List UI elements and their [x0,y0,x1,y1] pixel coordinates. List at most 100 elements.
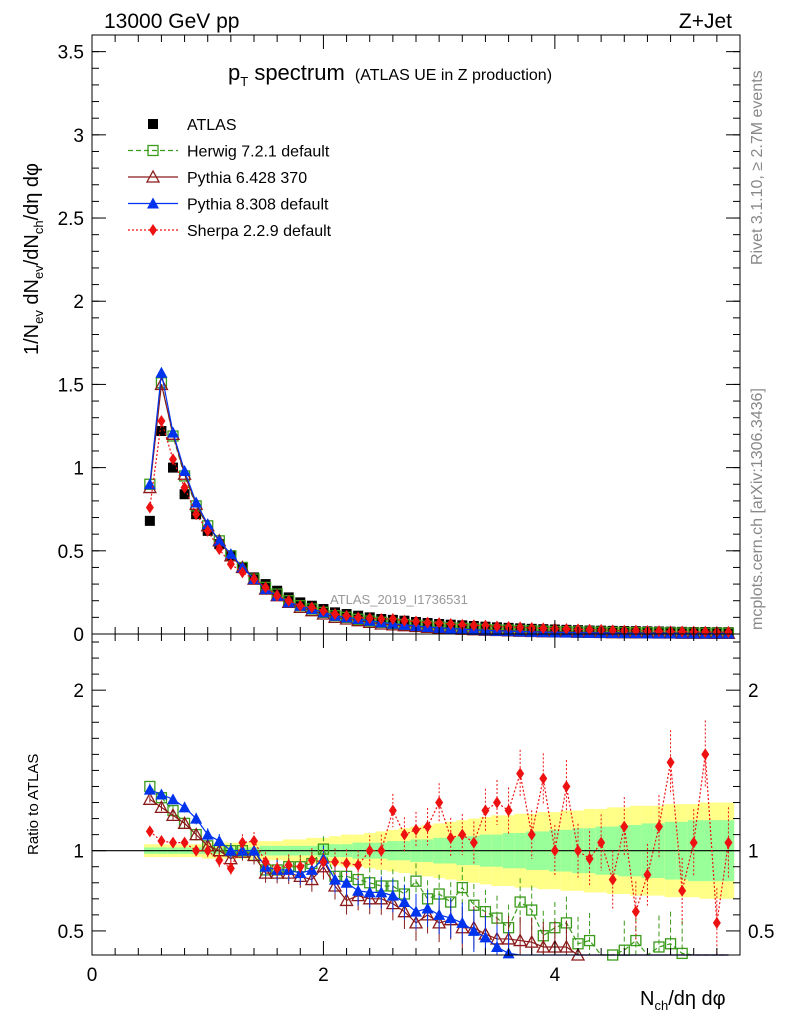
x-tick-label: 0 [87,965,98,986]
ratio-marker-sherpa [620,820,629,833]
marker-sherpa [435,617,444,630]
ratio-marker-sherpa [655,820,663,833]
ratio-marker-pythia8 [398,896,411,908]
ratio-marker-sherpa [585,852,594,865]
ratio-marker-pythia8 [352,884,365,896]
legend-label-atlas: ATLAS [187,117,237,134]
marker-pythia8 [167,426,179,438]
marker-sherpa [331,608,339,621]
ratio-marker-sherpa [643,868,652,881]
ratio-marker-herwig [676,947,688,960]
marker-pythia8 [190,496,203,508]
marker-sherpa [226,558,235,571]
ratio-marker-sherpa [365,844,374,857]
marker-sherpa [608,624,617,637]
marker-pythia8 [155,366,168,378]
ratio-marker-pythia8 [329,873,341,885]
legend: ATLAS Herwig 7.2.1 default Pythia 6.428 37… [128,117,332,240]
ratio-marker-sherpa [678,884,687,897]
y-tick-label-top: 3.5 [58,43,84,64]
ratio-panel-series [142,720,733,961]
y-tick-label-ratio: 2 [73,681,84,702]
y-tick-label-ratio: 0.5 [58,922,84,943]
marker-sherpa [562,623,571,636]
y-tick-label-top: 1 [73,459,84,480]
plot-title: pT spectrum (ATLAS UE in Z production) [228,60,552,89]
ratio-marker-pythia8 [190,812,203,824]
marker-sherpa [701,625,710,638]
ratio-marker-sherpa [377,844,386,857]
ratio-marker-pythia8 [444,912,457,924]
x-tick-label: 2 [318,965,329,986]
marker-atlas [144,515,155,526]
ratio-marker-pythia6 [524,934,539,948]
y-tick-label-ratio-right: 0.5 [748,922,774,943]
ratio-marker-pythia8 [363,886,376,898]
ratio-marker-sherpa [562,780,571,793]
marker-pythia8 [224,548,237,560]
ratio-marker-sherpa [701,748,710,761]
ratio-marker-pythia8 [456,916,469,928]
ratio-marker-sherpa [712,916,721,929]
ratio-marker-herwig [583,934,596,947]
marker-sherpa [284,594,293,607]
ratio-marker-pythia8 [248,844,260,856]
ratio-marker-sherpa [238,836,247,849]
y-axis-label-ratio: Ratio to ATLAS [25,754,42,855]
ratio-marker-sherpa [296,860,305,873]
ratio-marker-sherpa [516,767,525,780]
y-tick-label-top: 2 [73,292,84,313]
mcplots-label: mcplots.cern.ch [arXiv:1306.3436] [749,388,766,630]
legend-marker-atlas [148,119,158,129]
ratio-marker-herwig [456,881,468,894]
marker-sherpa [180,481,189,494]
ratio-marker-pythia8 [467,924,480,936]
ratio-marker-sherpa [331,855,339,868]
ratio-marker-sherpa [261,855,270,868]
x-axis-label: Nch/dη dφ [640,988,726,1013]
y-tick-label-top: 1.5 [58,375,84,396]
legend-label-pythia6: Pythia 6.428 370 [187,170,307,187]
y-tick-label-top: 0 [73,625,84,646]
marker-sherpa [388,613,397,626]
ratio-marker-sherpa [527,828,536,841]
ratio-marker-sherpa [169,836,177,849]
ratio-marker-sherpa [493,796,501,809]
y-axis-label-top: 1/Nev dNev/dNch/dη dφ [21,163,46,355]
marker-sherpa [354,611,363,624]
legend-label-herwig: Herwig 7.2.1 default [187,144,330,161]
rivet-label: Rivet 3.1.10, ≥ 2.7M events [749,70,766,265]
ratio-marker-sherpa [539,772,548,785]
y-tick-label-top: 2.5 [58,209,84,230]
ratio-marker-sherpa [354,859,363,872]
ratio-marker-pythia8 [340,876,353,888]
ratio-marker-pythia8 [155,788,168,800]
marker-sherpa [319,604,328,617]
ratio-marker-pythia8 [201,828,214,840]
marker-sherpa [412,615,420,628]
ratio-marker-pythia6 [304,872,319,886]
ratio-marker-sherpa [724,836,733,849]
marker-sherpa [215,543,224,556]
ratio-marker-sherpa [307,854,316,867]
ratio-marker-pythia6 [154,799,169,813]
marker-sherpa [585,623,594,636]
ratio-marker-pythia6 [165,808,181,822]
marker-pythia8 [178,464,191,476]
legend-marker-herwig [147,144,159,157]
x-tick-label: 4 [550,965,561,986]
marker-sherpa [273,589,282,602]
ratio-marker-pythia6 [258,865,273,879]
legend-marker-pythia6 [145,169,161,183]
ratio-marker-sherpa [157,835,166,848]
ratio-marker-pythia6 [513,933,528,947]
marker-sherpa [203,524,212,537]
ratio-marker-sherpa [319,855,328,868]
ratio-marker-sherpa [145,825,154,838]
marker-sherpa [307,601,316,614]
marker-sherpa [169,453,177,466]
ratio-marker-sherpa [550,844,559,857]
marker-sherpa [400,614,409,627]
y-tick-label-ratio-right: 1 [748,842,759,863]
ratio-marker-sherpa [250,835,258,848]
